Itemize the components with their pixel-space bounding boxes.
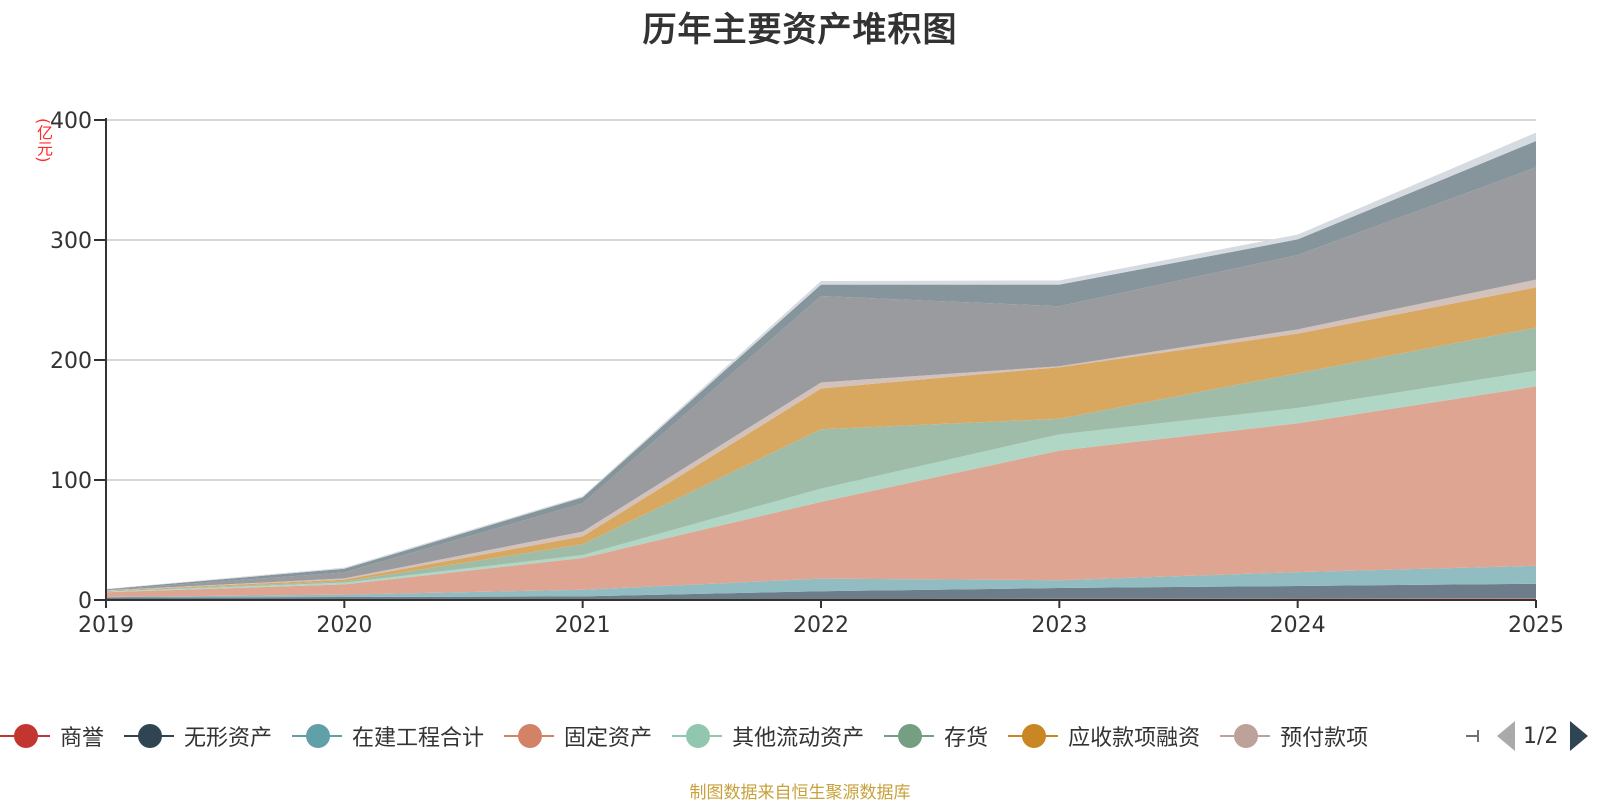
legend-pager: 1/2 [1497, 718, 1589, 754]
legend-label: 固定资产 [564, 726, 653, 751]
y-axis-unit-label: (亿元) [34, 118, 53, 163]
x-tick-label: 2022 [793, 613, 849, 638]
area-layers [106, 132, 1536, 600]
legend: 商誉 无形资产 在建工程合计 固定资产 其他流动资产 存货 应收款项融资 预付款项 [0, 718, 1388, 754]
legend-item[interactable]: 固定资产 [504, 720, 652, 752]
y-tick-label: 400 [50, 109, 92, 134]
area-series-应收款项融资 [106, 287, 1536, 591]
legend-item[interactable]: 在建工程合计 [292, 720, 484, 752]
area-series-无形资产 [106, 583, 1536, 600]
legend-marker-icon [292, 723, 343, 749]
legend-marker-icon [1220, 723, 1271, 749]
legend-label: 存货 [944, 726, 989, 751]
y-tick-label: 0 [78, 589, 92, 614]
legend-marker-icon [504, 723, 555, 749]
x-tick-label: 2025 [1508, 613, 1564, 638]
area-series-固定资产 [106, 386, 1536, 597]
legend-label: 应收款项融资 [1068, 726, 1201, 751]
y-tick-label: 200 [50, 349, 92, 374]
x-tick-label: 2019 [78, 613, 134, 638]
x-tick-label: 2024 [1270, 613, 1326, 638]
x-tick-label: 2020 [316, 613, 372, 638]
legend-item[interactable]: 其他流动资产 [672, 720, 864, 752]
legend-next-item-partial [1466, 718, 1482, 754]
area-series-存货 [106, 327, 1536, 592]
y-tick-labels: 0 100 200 300 400 [50, 109, 92, 614]
legend-page-indicator: 1/2 [1523, 723, 1559, 749]
legend-label: 预付款项 [1280, 726, 1369, 751]
area-series-预付款项 [106, 279, 1536, 591]
legend-item[interactable]: 无形资产 [124, 720, 272, 752]
legend-label: 在建工程合计 [352, 726, 485, 751]
area-series-在建工程合计 [106, 565, 1536, 598]
legend-item[interactable]: 存货 [884, 720, 988, 752]
legend-label: 其他流动资产 [732, 726, 865, 751]
x-tick-label: 2021 [555, 613, 611, 638]
legend-item[interactable]: 应收款项融资 [1008, 720, 1200, 752]
area-series-hidden-8 [106, 167, 1536, 591]
legend-marker-icon [1008, 723, 1059, 749]
triangle-left-icon[interactable] [1497, 721, 1515, 751]
source-note: 制图数据来自恒生聚源数据库 [689, 783, 911, 803]
legend-label: 商誉 [60, 726, 105, 751]
x-tick-label: 2023 [1031, 613, 1087, 638]
axes [94, 118, 1537, 608]
legend-marker-icon [0, 723, 50, 749]
chart-title: 历年主要资产堆积图 [642, 10, 958, 50]
legend-marker-icon [124, 723, 175, 749]
y-tick-label: 100 [50, 469, 92, 494]
legend-marker-icon [672, 723, 723, 749]
legend-item[interactable]: 商誉 [0, 720, 104, 752]
legend-marker-icon [884, 723, 935, 749]
triangle-right-icon[interactable] [1570, 721, 1589, 751]
legend-label: 无形资产 [184, 726, 273, 751]
area-series-其他流动资产 [106, 370, 1536, 593]
legend-item[interactable]: 预付款项 [1220, 720, 1368, 752]
y-tick-label: 300 [50, 229, 92, 254]
x-tick-labels: 2019 2020 2021 2022 2023 2024 2025 [78, 613, 1564, 638]
